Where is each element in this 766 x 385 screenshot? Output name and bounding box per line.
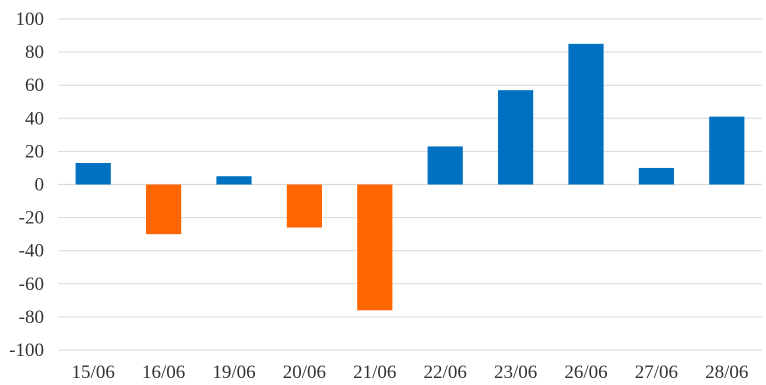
x-tick-label: 21/06 bbox=[353, 362, 396, 383]
y-tick-label: 80 bbox=[25, 42, 44, 63]
x-tick-label: 28/06 bbox=[705, 362, 748, 383]
y-tick-label: -60 bbox=[19, 274, 44, 295]
x-tick-label: 20/06 bbox=[283, 362, 326, 383]
x-tick-label: 22/06 bbox=[424, 362, 467, 383]
x-tick-label: 27/06 bbox=[635, 362, 678, 383]
bar-22-06 bbox=[427, 146, 463, 185]
x-tick-label: 16/06 bbox=[142, 362, 185, 383]
y-tick-label: -40 bbox=[19, 241, 44, 262]
bar-27-06 bbox=[638, 167, 674, 185]
bars bbox=[75, 43, 745, 311]
bar-23-06 bbox=[498, 90, 534, 185]
y-tick-label: 60 bbox=[25, 75, 44, 96]
bar-21-06 bbox=[357, 184, 393, 311]
y-tick-label: -80 bbox=[19, 307, 44, 328]
y-tick-label: 20 bbox=[25, 141, 44, 162]
bar-19-06 bbox=[216, 176, 252, 185]
y-axis: 100 80 60 40 20 0 -20 -40 -60 -80 -100 bbox=[9, 9, 44, 361]
y-tick-label: 100 bbox=[16, 9, 45, 30]
bar-16-06 bbox=[146, 184, 182, 235]
bar-15-06 bbox=[75, 162, 111, 185]
y-tick-label: -100 bbox=[9, 340, 44, 361]
y-tick-label: 40 bbox=[25, 108, 44, 129]
y-tick-label: 0 bbox=[35, 175, 45, 196]
x-axis: 15/06 16/06 19/06 20/06 21/06 22/06 23/06 26/06… bbox=[72, 362, 749, 383]
y-tick-label: -20 bbox=[19, 208, 44, 229]
bar-26-06 bbox=[568, 43, 604, 185]
x-tick-label: 23/06 bbox=[494, 362, 537, 383]
x-tick-label: 15/06 bbox=[72, 362, 115, 383]
x-tick-label: 26/06 bbox=[564, 362, 607, 383]
bar-28-06 bbox=[709, 116, 745, 185]
bar-20-06 bbox=[286, 184, 322, 228]
x-tick-label: 19/06 bbox=[212, 362, 255, 383]
